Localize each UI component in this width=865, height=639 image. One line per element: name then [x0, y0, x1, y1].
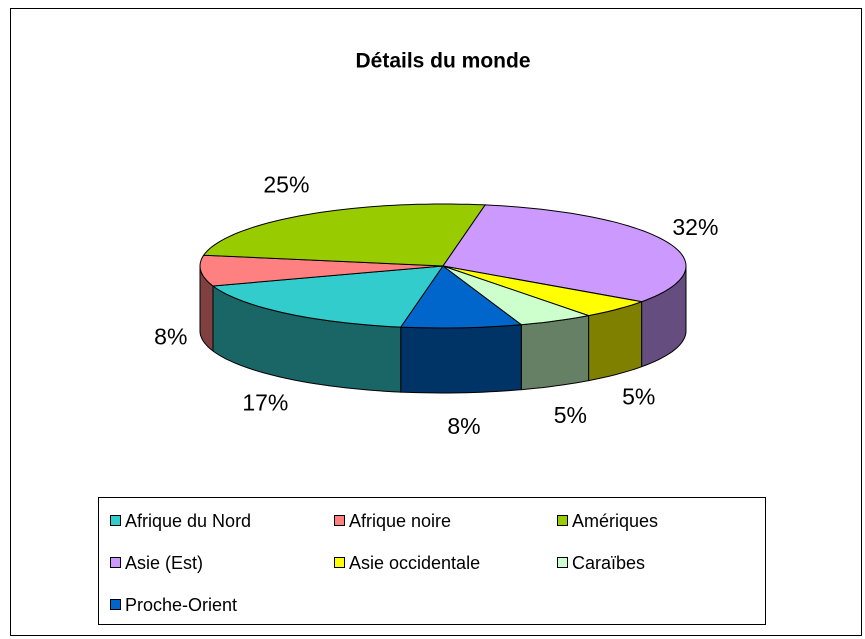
slice — [442, 265, 591, 326]
legend-label: Afrique noire — [349, 511, 451, 531]
legend-label: Afrique du Nord — [125, 511, 251, 531]
data-label: 5% — [622, 384, 655, 410]
legend-box — [98, 497, 766, 625]
data-label: 5% — [554, 402, 587, 428]
data-label: 17% — [242, 390, 288, 416]
data-label: 25% — [263, 172, 309, 198]
legend-swatch — [110, 557, 121, 568]
slice — [199, 254, 444, 287]
legend-swatch — [334, 557, 345, 568]
slice-side — [400, 324, 522, 394]
legend-label: Asie (Est) — [125, 553, 203, 573]
legend-label: Caraïbes — [572, 553, 645, 573]
slice — [442, 265, 644, 317]
data-label: 32% — [672, 214, 718, 240]
legend-swatch — [110, 515, 121, 526]
data-label: 8% — [447, 413, 480, 439]
slice — [442, 204, 687, 303]
legend-swatch — [110, 599, 121, 610]
legend-label: Asie occidentale — [349, 553, 480, 573]
chart-title: Détails du monde — [355, 50, 530, 73]
legend-swatch — [557, 557, 568, 568]
data-label: 8% — [154, 324, 187, 350]
legend-swatch — [334, 515, 345, 526]
slice — [399, 265, 523, 329]
legend-label: Amériques — [572, 511, 658, 531]
legend-label: Proche-Orient — [125, 595, 237, 615]
legend-swatch — [557, 515, 568, 526]
slice — [202, 203, 487, 267]
slice-side — [520, 314, 590, 391]
